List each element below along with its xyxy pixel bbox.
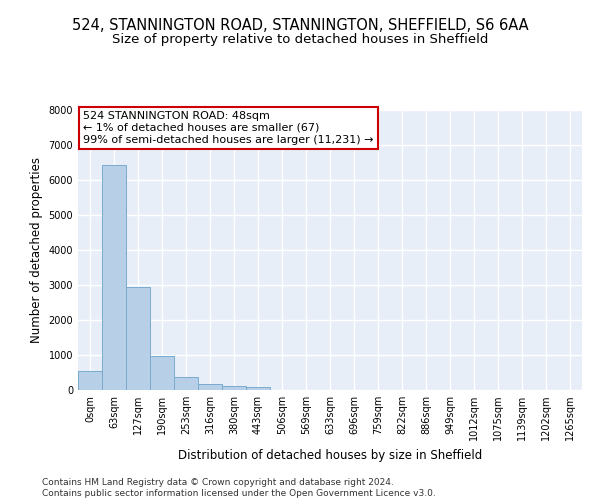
Bar <box>126 288 150 390</box>
Bar <box>102 165 126 390</box>
Text: 524, STANNINGTON ROAD, STANNINGTON, SHEFFIELD, S6 6AA: 524, STANNINGTON ROAD, STANNINGTON, SHEF… <box>71 18 529 32</box>
Text: 524 STANNINGTON ROAD: 48sqm
← 1% of detached houses are smaller (67)
99% of semi: 524 STANNINGTON ROAD: 48sqm ← 1% of deta… <box>83 112 374 144</box>
Y-axis label: Number of detached properties: Number of detached properties <box>30 157 43 343</box>
Bar <box>222 386 246 390</box>
Text: Contains HM Land Registry data © Crown copyright and database right 2024.
Contai: Contains HM Land Registry data © Crown c… <box>42 478 436 498</box>
Bar <box>150 356 174 390</box>
Text: Size of property relative to detached houses in Sheffield: Size of property relative to detached ho… <box>112 32 488 46</box>
Bar <box>78 371 102 390</box>
Bar <box>246 388 270 390</box>
Bar <box>198 384 222 390</box>
Bar <box>174 376 198 390</box>
X-axis label: Distribution of detached houses by size in Sheffield: Distribution of detached houses by size … <box>178 448 482 462</box>
